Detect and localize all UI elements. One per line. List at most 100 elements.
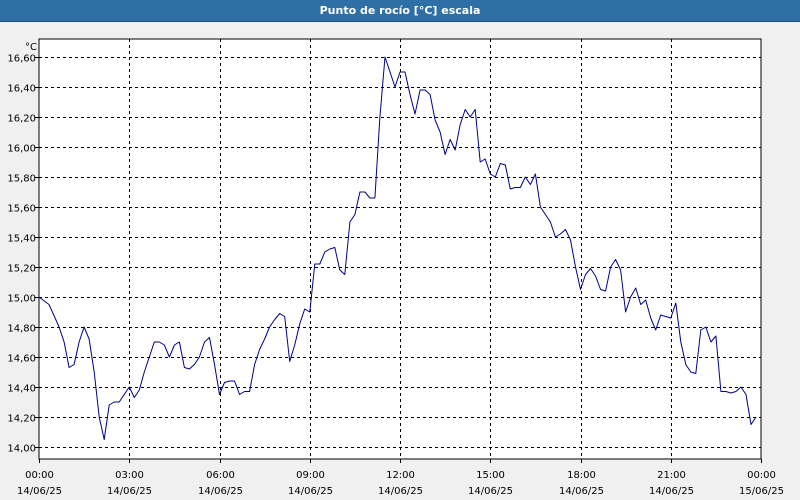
x-tick-date-label: 14/06/25: [468, 486, 513, 497]
grid-lines: [39, 39, 761, 459]
data-point: [178, 341, 181, 344]
data-point: [328, 248, 331, 251]
series-layer: [38, 56, 757, 440]
x-tick-time-label: 09:00: [296, 470, 325, 481]
data-point: [348, 221, 351, 224]
data-point: [444, 153, 447, 156]
data-point: [529, 183, 532, 186]
data-point: [88, 338, 91, 341]
data-point: [674, 302, 677, 305]
data-point: [203, 341, 206, 344]
data-point: [739, 386, 742, 389]
data-point: [514, 186, 517, 189]
x-tick-date-label: 14/06/25: [378, 486, 423, 497]
data-point: [644, 299, 647, 302]
data-point: [238, 393, 241, 396]
data-point: [378, 116, 381, 119]
data-point: [358, 191, 361, 194]
data-point: [38, 296, 41, 299]
data-point: [474, 108, 477, 111]
x-axis-ticks: 00:00 14/06/25 03:00 14/06/25 06:00 14/06/25 0…: [17, 459, 784, 497]
data-point: [173, 344, 176, 347]
x-tick-date-label: 14/06/25: [198, 486, 243, 497]
data-point: [303, 308, 306, 311]
chart-title: Punto de rocío [°C] escala: [0, 0, 800, 22]
data-point: [424, 89, 427, 92]
data-point: [509, 188, 512, 191]
data-point: [524, 176, 527, 179]
data-point: [504, 164, 507, 167]
data-point: [494, 176, 497, 179]
data-point: [108, 404, 111, 407]
data-point: [133, 396, 136, 399]
data-point: [118, 401, 121, 404]
x-tick-time-label: 06:00: [206, 470, 235, 481]
data-point: [384, 56, 387, 59]
y-axis-unit-label: °C: [25, 42, 37, 53]
data-point: [699, 329, 702, 332]
data-point: [559, 233, 562, 236]
data-point: [724, 390, 727, 393]
data-point: [604, 290, 607, 293]
x-tick-time-label: 12:00: [386, 470, 415, 481]
data-point: [734, 390, 737, 393]
data-point: [248, 390, 251, 393]
data-point: [564, 228, 567, 231]
data-point: [434, 119, 437, 122]
data-point: [464, 108, 467, 111]
data-point: [313, 263, 316, 266]
x-tick-time-label: 21:00: [657, 470, 686, 481]
data-point: [193, 363, 196, 366]
data-point: [429, 93, 432, 96]
data-point: [669, 317, 672, 320]
y-tick-label: 14,80: [7, 324, 36, 335]
data-point: [298, 323, 301, 326]
x-tick-time-label: 15:00: [476, 470, 505, 481]
data-point: [228, 380, 231, 383]
data-point: [188, 368, 191, 371]
data-point: [664, 315, 667, 318]
data-point: [78, 341, 81, 344]
data-point: [714, 335, 717, 338]
y-tick-label: 16,20: [7, 114, 36, 125]
data-point: [394, 86, 397, 89]
data-point: [233, 380, 236, 383]
data-point: [439, 131, 442, 134]
data-point: [589, 267, 592, 270]
data-point: [469, 116, 472, 119]
data-point: [534, 173, 537, 176]
data-point: [288, 360, 291, 363]
data-point: [579, 288, 582, 291]
data-point: [83, 326, 86, 329]
data-point: [484, 158, 487, 161]
data-point: [624, 311, 627, 314]
data-point: [659, 314, 662, 317]
data-point: [73, 363, 76, 366]
data-point: [273, 318, 276, 321]
y-tick-label: 14,20: [7, 414, 36, 425]
data-point: [654, 329, 657, 332]
data-point: [629, 296, 632, 299]
data-point: [449, 138, 452, 141]
data-point: [48, 303, 51, 306]
data-point: [98, 416, 101, 419]
data-point: [333, 246, 336, 249]
data-point: [454, 149, 457, 152]
data-point: [499, 162, 502, 165]
data-point: [128, 386, 131, 389]
data-point: [143, 371, 146, 374]
data-point: [489, 173, 492, 176]
data-point: [389, 71, 392, 74]
x-tick-time-label: 00:00: [747, 470, 776, 481]
data-point: [704, 326, 707, 329]
data-point: [63, 341, 66, 344]
data-point: [649, 317, 652, 320]
data-point: [168, 356, 171, 359]
data-point: [459, 123, 462, 126]
data-point: [549, 221, 552, 224]
data-point: [148, 356, 151, 359]
x-tick-date-label: 15/06/25: [739, 486, 784, 497]
x-tick-date-label: 14/06/25: [288, 486, 333, 497]
y-tick-label: 15,60: [7, 204, 36, 215]
